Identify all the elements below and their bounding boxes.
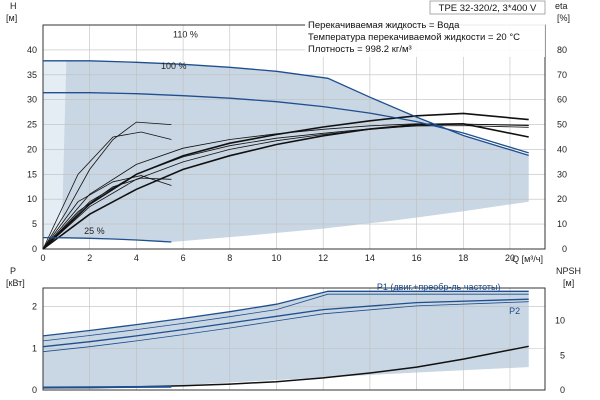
eta-axis-label: eta [555,1,568,11]
chart-title: TPE 32-320/2, 3*400 V [439,3,537,14]
x-tick-label: 4 [134,253,139,263]
power-curve [42,385,172,389]
p2-label: P2 [509,306,520,316]
eta-tick-label: 10 [557,219,567,229]
curve-label-25: 25 % [84,226,105,236]
power-curve [42,293,529,342]
p-axis-label: P [10,266,16,276]
h-tick-label: 5 [32,219,37,229]
h-tick-label: 10 [27,194,37,204]
q-axis-label: Q [м³/ч] [512,254,543,264]
curve-label-100: 100 % [161,61,187,71]
efficiency-curve [42,177,172,250]
p-axis-unit: [кВт] [6,278,25,288]
npsh-axis-unit: [м] [563,278,574,288]
curve-label-110: 110 % [173,29,198,39]
x-tick-label: 0 [40,253,45,263]
p1-label: P1 (двиг.+преобр-ль частоты) [377,282,501,292]
qh-curve [43,92,529,154]
eta-tick-label: 40 [557,144,567,154]
power-curve [42,298,529,348]
efficiency-curve [42,122,529,250]
p-tick-label: 0 [32,385,37,395]
qh-curve [42,236,172,243]
efficiency-curve [42,131,172,250]
x-tick-label: 12 [318,253,328,263]
eta-tick-label: 80 [557,45,567,55]
eta-tick-label: 20 [557,194,567,204]
p-tick-label: 2 [32,302,37,312]
h-tick-label: 35 [27,70,37,80]
eta-axis-unit: [%] [557,13,570,23]
h-tick-label: 15 [27,169,37,179]
operating-envelope-area [43,60,529,242]
x-tick-label: 8 [227,253,232,263]
x-tick-label: 16 [412,253,422,263]
qh-curve [43,60,529,157]
h-tick-label: 20 [27,144,37,154]
x-tick-label: 6 [181,253,186,263]
npsh-axis-label: NPSH [556,266,581,276]
eta-tick-label: 50 [557,120,567,130]
npsh-tick-label: 10 [555,316,565,326]
x-tick-label: 18 [458,253,468,263]
efficiency-curve [42,121,172,250]
eta-tick-label: 60 [557,95,567,105]
bottom-plot-frame [42,287,546,391]
p-tick-label: 1 [32,343,37,353]
power-curve [42,290,529,337]
power-curve [42,301,529,353]
h-axis-label: H [10,1,17,11]
title-box [429,0,546,15]
eta-tick-label: 30 [557,169,567,179]
h-axis-unit: [м] [6,13,17,23]
eta-tick-label: 70 [557,70,567,80]
info-line-2: Плотность = 998.2 кг/м³ [308,44,412,55]
power-envelope-area [43,291,529,388]
x-tick-label: 20 [505,253,515,263]
h-tick-label: 30 [27,95,37,105]
npsh-tick-label: 0 [560,385,565,395]
top-plot-frame [42,24,546,250]
h-tick-label: 25 [27,120,37,130]
x-tick-label: 10 [271,253,281,263]
eta-tick-label: 0 [562,244,567,254]
x-tick-label: 14 [365,253,375,263]
h-tick-label: 40 [27,45,37,55]
info-line-0: Перекачиваемая жидкость = Вода [308,20,460,31]
h-tick-label: 0 [32,244,37,254]
info-box [305,18,545,57]
npsh-tick-label: 5 [560,350,565,360]
info-line-1: Температура перекачиваемой жидкости = 20… [308,32,520,43]
x-tick-label: 2 [87,253,92,263]
